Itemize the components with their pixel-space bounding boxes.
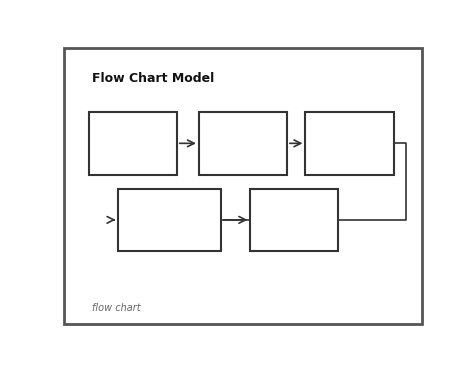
Text: flow chart: flow chart	[92, 303, 141, 314]
Bar	[199, 112, 287, 174]
Bar	[305, 112, 393, 174]
Bar	[89, 112, 177, 174]
Text: Flow Chart Model: Flow Chart Model	[92, 72, 215, 85]
Bar	[118, 189, 221, 251]
Bar	[250, 189, 338, 251]
